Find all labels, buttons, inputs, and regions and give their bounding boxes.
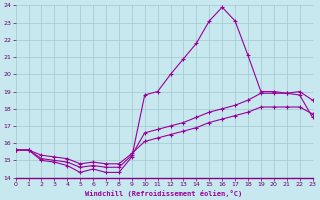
X-axis label: Windchill (Refroidissement éolien,°C): Windchill (Refroidissement éolien,°C)	[85, 190, 243, 197]
